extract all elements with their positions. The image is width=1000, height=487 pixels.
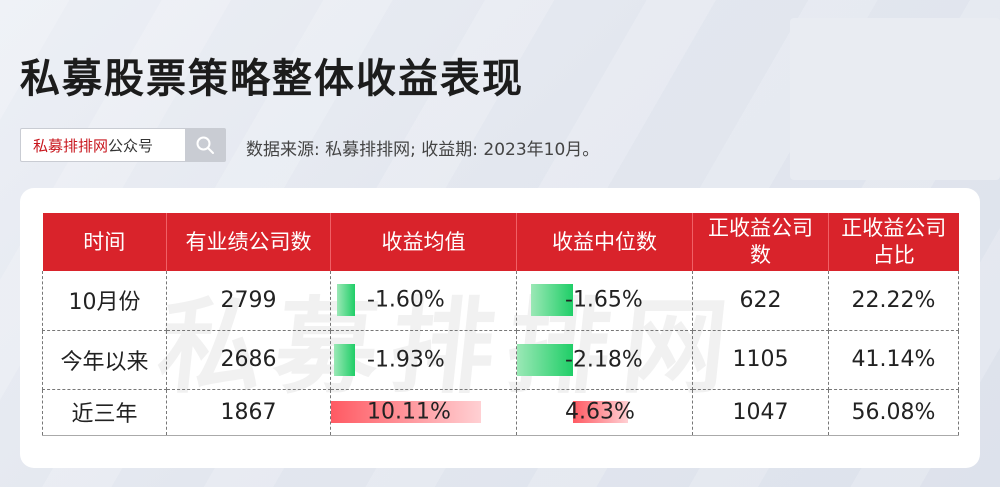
median-bar [531,284,573,317]
median-bar [517,343,573,376]
table-row: 近三年 1867 10.11% 4.63% 1047 56.08% [42,389,959,436]
cell-positive-ratio: 41.14% [828,330,959,390]
cell-positive-count: 622 [692,271,829,331]
median-value: -1.65% [565,287,643,313]
median-value: -2.18% [565,347,643,372]
cell-median: 4.63% [516,389,693,436]
cell-median: -2.18% [516,330,693,390]
search-suffix: 公众号 [108,136,154,155]
cell-count: 2686 [166,330,331,390]
cell-period: 近三年 [42,389,167,436]
page-title: 私募股票策略整体收益表现 [20,56,524,102]
data-source-text: 数据来源: 私募排排网; 收益期: 2023年10月。 [246,140,600,160]
mean-bar [334,343,355,376]
cell-period: 10月份 [42,271,167,331]
header-count: 有业绩公司数 [166,213,331,271]
cell-period: 今年以来 [42,330,167,390]
cell-median: -1.65% [516,271,693,331]
mean-value: -1.60% [367,287,445,313]
mean-value: -1.93% [367,347,445,372]
cell-count: 1867 [166,389,331,436]
header-mean: 收益均值 [330,213,517,271]
cell-mean: -1.93% [330,330,517,390]
median-bar [573,401,628,423]
search-icon [196,136,214,154]
corner-panel [790,18,1000,180]
mean-bar [337,284,355,317]
header-median: 收益中位数 [516,213,693,271]
table-row: 今年以来 2686 -1.93% -2.18% 1105 41.14% [42,330,959,390]
cell-positive-count: 1105 [692,330,829,390]
cell-count: 2799 [166,271,331,331]
mean-bar [331,401,481,423]
header-period: 时间 [42,213,167,271]
mean-value: 10.11% [367,399,451,425]
table-header-row: 时间 有业绩公司数 收益均值 收益中位数 正收益公司数 正收益公司占比 [42,213,959,271]
search-input[interactable]: 私募排排网 公众号 [21,129,185,161]
search-brand: 私募排排网 [33,136,109,155]
performance-table: 时间 有业绩公司数 收益均值 收益中位数 正收益公司数 正收益公司占比 10月份… [42,213,959,436]
cell-positive-ratio: 56.08% [828,389,959,436]
cell-mean: -1.60% [330,271,517,331]
cell-positive-ratio: 22.22% [828,271,959,331]
median-value: 4.63% [565,399,635,425]
header-positive-ratio: 正收益公司占比 [828,213,959,271]
table-row: 10月份 2799 -1.60% -1.65% 622 22.22% [42,271,959,331]
header-positive-count: 正收益公司数 [692,213,829,271]
cell-positive-count: 1047 [692,389,829,436]
search-box[interactable]: 私募排排网 公众号 [20,128,226,162]
search-button[interactable] [185,129,225,161]
cell-mean: 10.11% [330,389,517,436]
